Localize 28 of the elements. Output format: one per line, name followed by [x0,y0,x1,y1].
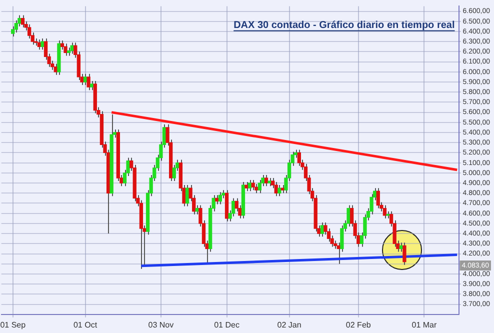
candlestick [244,182,248,192]
x-tick-label: 01 Dec [214,320,240,330]
candlestick [64,43,68,56]
candlestick [218,192,222,205]
candlestick [382,204,387,219]
candlestick [90,80,94,91]
x-tick-label: 01 Mar [412,320,437,330]
candlestick [278,184,282,197]
candlestick [251,180,255,191]
candlestick [172,164,176,182]
text: DAX 30 contado - Gráfico diario en tiempo real [234,20,455,32]
candlestick [274,182,278,197]
x-tick-label: 01 Sep [0,320,26,330]
x-tick-label: 03 Nov [148,320,174,330]
candlestick [402,242,406,266]
candlestick [27,24,32,40]
x-tick-label: 01 Oct [73,320,98,330]
candlestick [254,184,258,194]
x-tick-label: 02 Feb [346,320,372,330]
candlestick [14,20,18,33]
candlestick [86,73,90,91]
candlestick [376,188,380,209]
candlestick [40,38,44,50]
x-tick-label: 02 Jan [277,320,302,330]
candlestick [215,194,219,205]
candlestick [264,174,268,187]
candlestick [248,180,252,192]
candlestick [20,14,25,28]
